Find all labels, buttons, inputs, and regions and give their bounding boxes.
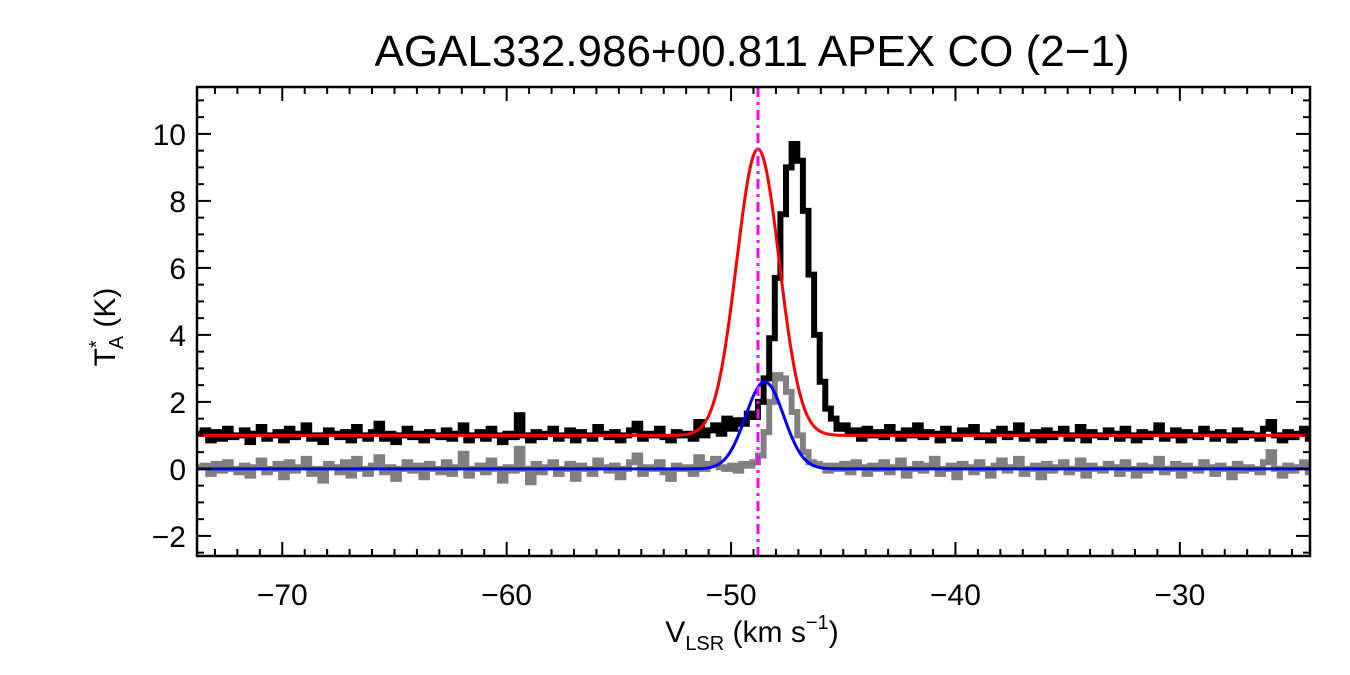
x-axis-label-rest: (km s (724, 616, 806, 649)
x-axis-label: VLSR (km s−1) (665, 612, 838, 655)
chart-title: AGAL332.986+00.811 APEX CO (2−1) (374, 27, 1129, 76)
x-tick-label: −40 (930, 579, 981, 612)
plot-area: −70 −60 −50 −40 −30 −2 0 2 4 6 8 10 (152, 85, 1312, 612)
y-axis-label-sub: A (106, 335, 128, 349)
x-axis-label-main: V (665, 616, 685, 649)
y-tick-label: 2 (169, 387, 186, 420)
y-tick-label: 4 (169, 320, 186, 353)
x-axis-label-sub: LSR (685, 633, 724, 655)
x-tick-label: −60 (481, 579, 532, 612)
y-tick-label: 10 (153, 119, 186, 152)
gaussian-fit-series-3 (197, 380, 1310, 471)
x-tick-label: −50 (706, 579, 757, 612)
gaussian-fit-series-2 (197, 147, 1310, 437)
spectrum-step-series-1 (197, 372, 1310, 486)
y-tick-label: 8 (169, 186, 186, 219)
y-tick-label: −2 (152, 521, 186, 554)
y-axis-label-rest: (K) (89, 288, 122, 336)
y-tick-label: 6 (169, 253, 186, 286)
y-tick-label: 0 (169, 454, 186, 487)
spectrum-step-series-0 (197, 141, 1310, 446)
y-axis-label-sup: * (86, 340, 108, 348)
y-axis-label-main: T (89, 348, 122, 366)
x-axis-label-sup: −1 (806, 612, 829, 634)
y-axis-label: T*A (K) (86, 288, 128, 367)
x-axis-label-end: ) (829, 616, 839, 649)
x-tick-label: −70 (257, 579, 308, 612)
x-tick-label: −30 (1154, 579, 1205, 612)
